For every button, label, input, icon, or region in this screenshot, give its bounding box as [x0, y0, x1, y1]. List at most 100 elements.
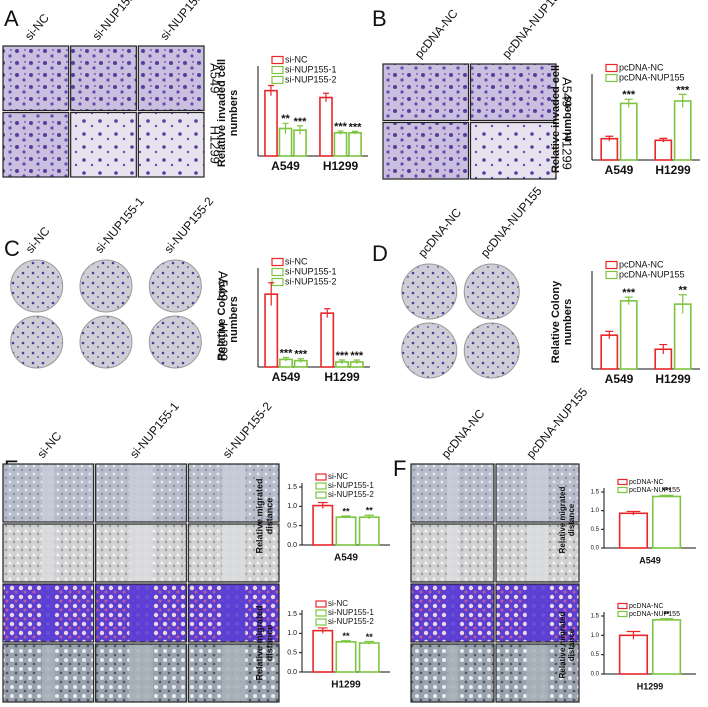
- legend-swatch: [315, 491, 327, 499]
- significance-label: ***: [622, 287, 636, 299]
- column-label: si-NUP155-2: [161, 194, 216, 256]
- legend-label: pcDNA-NUP155: [619, 72, 685, 82]
- y-axis-label: Relative invaded cell: [550, 65, 562, 173]
- y-tick-label: 0.0: [287, 542, 297, 549]
- column-label: si-NUP155-1: [92, 194, 147, 256]
- column-label: pcDNA-NUP155: [478, 184, 545, 260]
- legend-label: pcDNA-NUP155: [629, 487, 680, 494]
- significance-label: ***: [622, 89, 636, 101]
- y-axis-label: Relative migrated: [558, 487, 567, 554]
- significance-label: ***: [294, 349, 308, 361]
- legend-label: si-NC: [285, 54, 308, 64]
- row-label: H1299: [208, 126, 223, 164]
- y-axis-label: numbers: [562, 96, 574, 142]
- colony-dish: [148, 315, 202, 369]
- y-axis-label: distance: [567, 628, 576, 661]
- y-tick-label: 0.5: [287, 523, 297, 530]
- y-axis-label: Relative migrated: [558, 612, 567, 679]
- micrograph: [137, 45, 205, 112]
- legend-swatch: [617, 610, 628, 618]
- x-tick-label: H1299: [324, 370, 360, 384]
- error-bar: [297, 358, 304, 363]
- row-label: H1299: [216, 323, 231, 361]
- error-bar: [659, 618, 674, 622]
- error-bar: [659, 137, 668, 143]
- wound-gap: [221, 585, 246, 641]
- legend-label: pcDNA-NC: [629, 603, 664, 610]
- row-label: H1299: [560, 132, 575, 170]
- error-bar: [351, 130, 359, 135]
- significance-label: ***: [334, 121, 348, 133]
- wound-gap: [221, 645, 246, 701]
- y-axis-label: numbers: [228, 90, 240, 136]
- error-bar: [341, 640, 351, 643]
- bar: [335, 516, 357, 546]
- legend-swatch: [617, 602, 628, 610]
- wound-gap: [526, 465, 549, 521]
- legend-label: pcDNA-NUP155: [629, 611, 680, 618]
- y-axis-label: distance: [264, 498, 274, 535]
- wound-gap: [221, 525, 246, 581]
- wound-gap: [221, 465, 246, 521]
- column-label: si-NUP155-1: [127, 399, 182, 461]
- significance-label: **: [342, 631, 350, 641]
- significance-label: **: [366, 632, 374, 642]
- legend-swatch: [605, 270, 618, 280]
- legend-label: si-NC: [285, 256, 308, 266]
- column-label: si-NUP155-2: [157, 0, 212, 43]
- legend-swatch: [315, 609, 327, 617]
- legend-label: si-NUP155-2: [285, 74, 337, 84]
- significance-label: ***: [349, 121, 363, 133]
- bar: [654, 139, 673, 161]
- x-tick-label: H1299: [637, 681, 664, 691]
- colony-dish: [10, 315, 64, 369]
- y-tick-label: 1.5: [287, 484, 297, 491]
- y-axis-label: numbers: [562, 299, 574, 345]
- legend-label: si-NUP155-2: [328, 490, 374, 499]
- legend-label: pcDNA-NC: [629, 479, 664, 486]
- legend-swatch: [605, 63, 618, 73]
- error-bar: [338, 359, 346, 364]
- error-bar: [322, 92, 330, 102]
- bar: [264, 89, 278, 157]
- error-bar: [624, 98, 633, 108]
- x-tick-label: H1299: [655, 372, 691, 386]
- significance-label: **: [342, 506, 350, 516]
- colony-dish: [401, 322, 458, 379]
- x-tick-label: H1299: [655, 163, 691, 177]
- micrograph: [469, 63, 557, 122]
- legend-swatch: [271, 55, 284, 65]
- y-axis-label: Relative Colony: [216, 277, 228, 360]
- legend-label: si-NUP155-1: [285, 266, 337, 276]
- y-tick-label: 0.5: [287, 650, 297, 657]
- legend-swatch: [315, 600, 327, 608]
- error-bar: [605, 135, 614, 142]
- wound-gap: [526, 585, 549, 641]
- column-label: pcDNA-NC: [439, 406, 488, 461]
- significance-label: ***: [294, 116, 308, 128]
- y-tick-label: 0.0: [287, 669, 297, 676]
- legend-swatch: [617, 486, 628, 494]
- bar: [319, 96, 333, 157]
- bar: [312, 629, 334, 673]
- legend-swatch: [271, 257, 284, 267]
- bar: [619, 300, 638, 370]
- wound-gap: [129, 525, 153, 581]
- legend-swatch: [271, 75, 284, 85]
- bar: [358, 516, 380, 546]
- y-tick-label: 1.5: [591, 614, 600, 620]
- significance-label: **: [366, 506, 374, 516]
- error-bar: [282, 356, 290, 362]
- legend-swatch: [605, 260, 618, 270]
- wound-gap: [446, 525, 459, 581]
- bar: [600, 137, 619, 161]
- legend-label: si-NUP155-2: [328, 617, 374, 626]
- legend-swatch: [605, 73, 618, 83]
- significance-label: **: [678, 285, 687, 297]
- bar: [320, 312, 335, 368]
- error-bar: [268, 282, 275, 306]
- colony-dish: [10, 259, 64, 313]
- y-tick-label: 1.0: [287, 503, 297, 510]
- significance-label: **: [663, 610, 670, 619]
- y-axis-label: numbers: [228, 296, 240, 342]
